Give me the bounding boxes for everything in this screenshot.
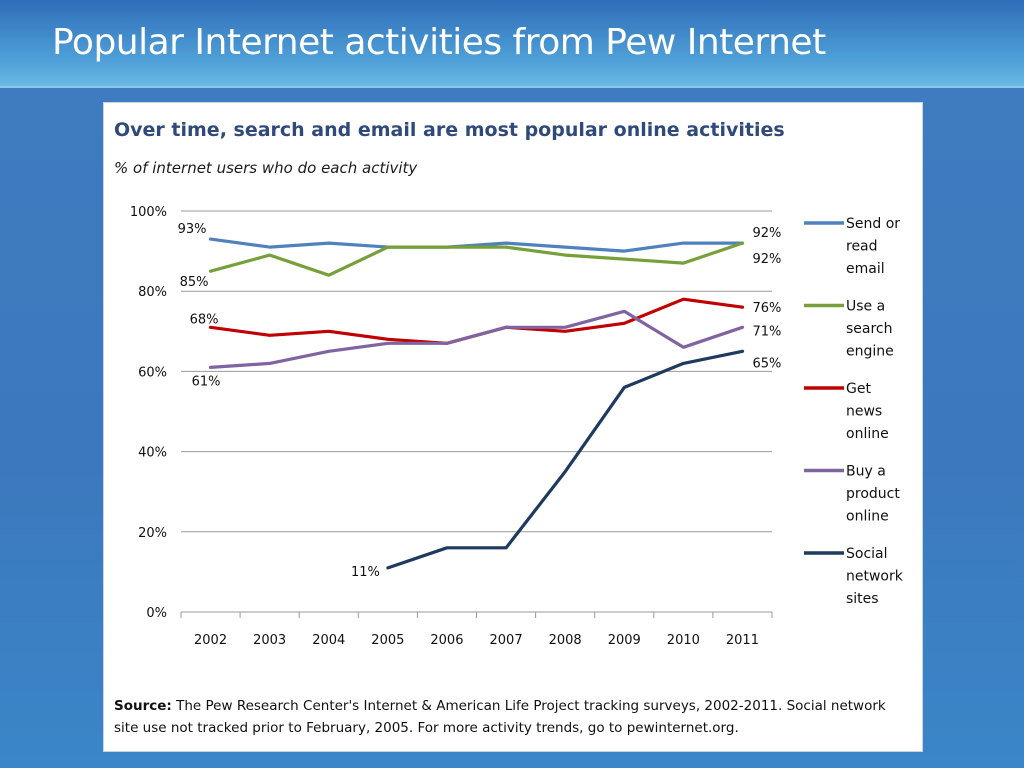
y-tick-label: 40% <box>138 446 167 461</box>
data-label: 71% <box>752 324 781 339</box>
source-text: The Pew Research Center's Internet & Ame… <box>114 698 886 736</box>
x-tick-label: 2002 <box>194 633 227 648</box>
data-label: 85% <box>180 275 209 290</box>
series-line <box>208 237 745 253</box>
series-line <box>208 309 745 369</box>
chart-panel: Over time, search and email are most pop… <box>103 102 923 752</box>
x-tick-label: 2004 <box>312 633 345 648</box>
data-label: 61% <box>192 374 221 389</box>
legend-label: Get <box>846 381 871 397</box>
legend-label: product <box>846 486 900 502</box>
data-label: 92% <box>752 252 781 267</box>
chart-subtitle: % of internet users who do each activity <box>114 159 418 177</box>
legend-label: sites <box>846 591 879 607</box>
data-label: 11% <box>351 565 380 580</box>
legend-label: online <box>846 426 889 442</box>
legend-label: engine <box>846 344 894 360</box>
x-tick-label: 2005 <box>371 633 404 648</box>
y-tick-label: 0% <box>146 606 167 621</box>
data-label: 93% <box>178 222 207 237</box>
x-tick-label: 2009 <box>608 633 641 648</box>
series-line <box>386 349 745 570</box>
data-label: 65% <box>752 356 781 371</box>
x-tick-label: 2010 <box>667 633 700 648</box>
line-chart: 0% 20% 40% 60% 80% 100% 2002 2003 2004 2005 2006 20… <box>130 205 904 648</box>
legend-label: network <box>846 569 904 585</box>
source-label: Source: <box>114 698 172 714</box>
x-tick-label: 2003 <box>253 633 286 648</box>
x-tick-label: 2011 <box>726 633 759 648</box>
legend-label: search <box>846 321 893 337</box>
data-label: 92% <box>752 226 781 241</box>
legend-label: Use a <box>846 299 885 315</box>
y-tick-label: 80% <box>138 285 167 300</box>
y-tick-label: 60% <box>138 365 167 380</box>
slide-title-bar: Popular Internet activities from Pew Int… <box>0 0 1024 88</box>
legend-label: Social <box>846 546 888 562</box>
y-tick-label: 100% <box>130 205 167 220</box>
x-tick-label: 2008 <box>549 633 582 648</box>
y-tick-label: 20% <box>138 526 167 541</box>
legend-label: news <box>846 404 882 420</box>
legend-label: Buy a <box>846 464 886 480</box>
source-note: Source: The Pew Research Center's Intern… <box>114 695 914 739</box>
legend-label: email <box>846 261 885 277</box>
data-label: 76% <box>752 301 781 316</box>
slide-title: Popular Internet activities from Pew Int… <box>52 22 826 63</box>
series-line <box>208 241 745 277</box>
legend-label: Send or <box>846 216 900 232</box>
data-label: 68% <box>190 312 219 327</box>
legend-label: online <box>846 509 889 525</box>
x-tick-label: 2007 <box>490 633 523 648</box>
x-tick-label: 2006 <box>430 633 463 648</box>
chart-title: Over time, search and email are most pop… <box>114 119 785 141</box>
legend-label: read <box>846 239 878 255</box>
